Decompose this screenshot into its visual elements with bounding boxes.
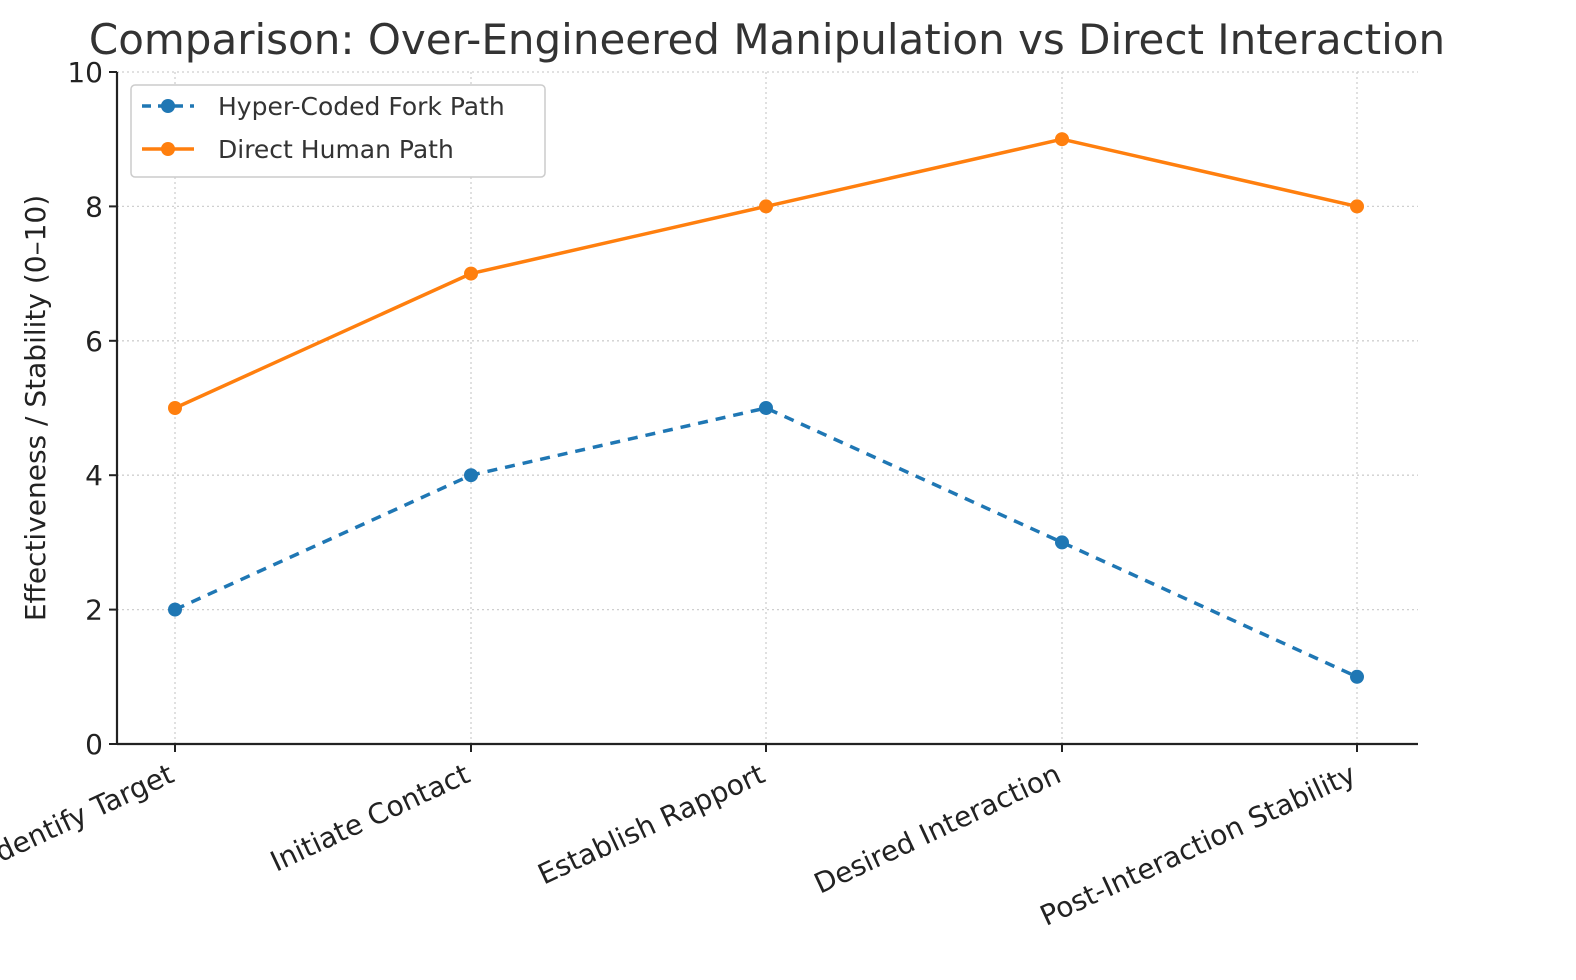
data-point-direct-human-path-2 bbox=[759, 199, 773, 214]
y-axis-label: Effectiveness / Stability (0–10) bbox=[19, 195, 52, 621]
x-tick-label-4: Post-Interaction Stability bbox=[1035, 757, 1361, 932]
data-point-direct-human-path-3 bbox=[1055, 132, 1069, 147]
data-point-direct-human-path-0 bbox=[168, 401, 182, 415]
data-series bbox=[168, 132, 1364, 684]
legend-label-direct-human: Direct Human Path bbox=[218, 135, 454, 164]
x-tick-label-2: Establish Rapport bbox=[533, 757, 770, 891]
axes bbox=[115, 72, 1418, 746]
data-point-hyper-coded-fork-path-4 bbox=[1350, 669, 1364, 684]
y-tick-label-0: 0 bbox=[85, 728, 103, 761]
data-point-direct-human-path-4 bbox=[1350, 199, 1364, 214]
data-point-hyper-coded-fork-path-2 bbox=[759, 401, 773, 415]
data-point-hyper-coded-fork-path-3 bbox=[1055, 535, 1069, 550]
data-point-hyper-coded-fork-path-1 bbox=[464, 468, 478, 483]
data-point-hyper-coded-fork-path-0 bbox=[168, 602, 182, 617]
chart-title: Comparison: Over-Engineered Manipulation… bbox=[89, 15, 1445, 64]
legend-marker-hyper-coded bbox=[161, 99, 175, 113]
y-tick-label-5: 10 bbox=[67, 56, 103, 89]
legend-label-hyper-coded: Hyper-Coded Fork Path bbox=[218, 92, 505, 121]
x-tick-label-0: Identify Target bbox=[0, 757, 179, 872]
legend-marker-direct-human bbox=[161, 142, 175, 156]
x-tick-label-3: Desired Interaction bbox=[809, 757, 1066, 900]
y-tick-label-4: 8 bbox=[85, 190, 103, 223]
legend-box bbox=[130, 84, 546, 178]
y-tick-label-3: 6 bbox=[85, 325, 103, 358]
grid-lines bbox=[117, 71, 1418, 744]
y-tick-label-1: 2 bbox=[85, 594, 103, 627]
y-tick-label-2: 4 bbox=[85, 459, 103, 492]
x-tick-label-1: Initiate Contact bbox=[265, 757, 474, 878]
series-line-hyper-coded-fork-path bbox=[174, 406, 1358, 679]
data-point-direct-human-path-1 bbox=[464, 266, 478, 281]
ticks: 0 2 4 6 8 10 Identify Target Initiate Contact Es… bbox=[0, 56, 1361, 933]
legend: Hyper-Coded Fork Path Direct Human Path bbox=[130, 84, 546, 178]
